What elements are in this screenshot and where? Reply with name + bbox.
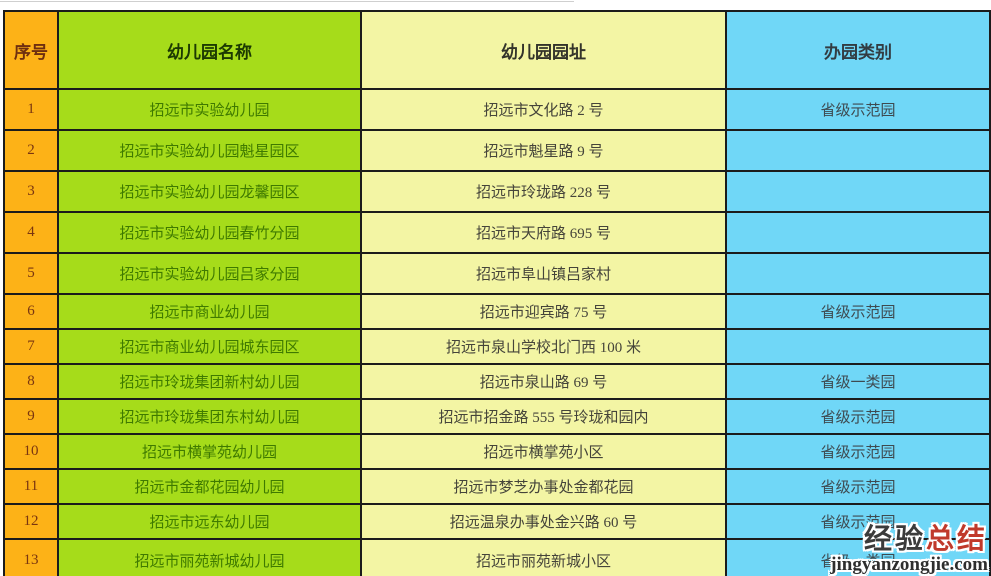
cell-type	[725, 211, 991, 254]
cell-serial: 8	[3, 363, 59, 400]
table-row: 7 招远市商业幼儿园城东园区 招远市泉山学校北门西 100 米	[3, 328, 991, 365]
cell-address: 招远市阜山镇吕家村	[360, 252, 727, 295]
table-row: 2 招远市实验幼儿园魁星园区 招远市魁星路 9 号	[3, 129, 991, 172]
header-type: 办园类别	[725, 10, 991, 90]
cell-type: 省级示范园	[725, 468, 991, 505]
cell-type: 省级示范园	[725, 88, 991, 131]
cell-name: 招远市实验幼儿园	[57, 88, 362, 131]
header-address: 幼儿园园址	[360, 10, 727, 90]
cell-serial: 6	[3, 293, 59, 330]
cell-address: 招远市招金路 555 号玲珑和园内	[360, 398, 727, 435]
cell-address: 招远温泉办事处金兴路 60 号	[360, 503, 727, 540]
kindergarten-table: 序号 幼儿园名称 幼儿园园址 办园类别 1 招远市实验幼儿园 招远市文化路 2 号省…	[3, 10, 991, 576]
cell-name: 招远市玲珑集团新村幼儿园	[57, 363, 362, 400]
cell-name: 招远市实验幼儿园春竹分园	[57, 211, 362, 254]
table-row: 8 招远市玲珑集团新村幼儿园 招远市泉山路 69 号省级一类园	[3, 363, 991, 400]
table-row: 10 招远市横掌苑幼儿园 招远市横掌苑小区 省级示范园	[3, 433, 991, 470]
cell-type: 省级示范园	[725, 293, 991, 330]
cell-address: 招远市泉山路 69 号	[360, 363, 727, 400]
cell-serial: 11	[3, 468, 59, 505]
cell-serial: 2	[3, 129, 59, 172]
cell-address: 招远市魁星路 9 号	[360, 129, 727, 172]
cell-name: 招远市商业幼儿园城东园区	[57, 328, 362, 365]
table-row: 12 招远市远东幼儿园 招远温泉办事处金兴路 60 号省级示范园	[3, 503, 991, 540]
cell-name: 招远市远东幼儿园	[57, 503, 362, 540]
table-row: 6 招远市商业幼儿园 招远市迎宾路 75 号省级示范园	[3, 293, 991, 330]
cell-name: 招远市金都花园幼儿园	[57, 468, 362, 505]
top-hairline	[0, 1, 574, 2]
cell-serial: 10	[3, 433, 59, 470]
table-row: 5 招远市实验幼儿园吕家分园 招远市阜山镇吕家村	[3, 252, 991, 295]
table-header-row: 序号 幼儿园名称 幼儿园园址 办园类别	[3, 10, 991, 90]
header-name: 幼儿园名称	[57, 10, 362, 90]
cell-name: 招远市商业幼儿园	[57, 293, 362, 330]
header-serial: 序号	[3, 10, 59, 90]
cell-serial: 9	[3, 398, 59, 435]
cell-name: 招远市丽苑新城幼儿园	[57, 538, 362, 576]
cell-type: 省级示范园	[725, 503, 991, 540]
cell-address: 招远市玲珑路 228 号	[360, 170, 727, 213]
cell-serial: 3	[3, 170, 59, 213]
cell-type: 省级一类园	[725, 538, 991, 576]
cell-address: 招远市梦芝办事处金都花园	[360, 468, 727, 505]
cell-address: 招远市泉山学校北门西 100 米	[360, 328, 727, 365]
cell-type: 省级示范园	[725, 433, 991, 470]
cell-serial: 12	[3, 503, 59, 540]
table-row: 13 招远市丽苑新城幼儿园 招远市丽苑新城小区 省级一类园	[3, 538, 991, 576]
table-row: 11 招远市金都花园幼儿园 招远市梦芝办事处金都花园 省级示范园	[3, 468, 991, 505]
cell-name: 招远市玲珑集团东村幼儿园	[57, 398, 362, 435]
cell-serial: 7	[3, 328, 59, 365]
cell-serial: 1	[3, 88, 59, 131]
table-body: 1 招远市实验幼儿园 招远市文化路 2 号省级示范园 2 招远市实验幼儿园魁星园区 招远市…	[3, 88, 991, 576]
cell-serial: 13	[3, 538, 59, 576]
table-row: 9 招远市玲珑集团东村幼儿园 招远市招金路 555 号玲珑和园内 省级示范园	[3, 398, 991, 435]
table-row: 3 招远市实验幼儿园龙馨园区 招远市玲珑路 228 号	[3, 170, 991, 213]
cell-type: 省级一类园	[725, 363, 991, 400]
cell-address: 招远市横掌苑小区	[360, 433, 727, 470]
cell-address: 招远市文化路 2 号	[360, 88, 727, 131]
cell-type: 省级示范园	[725, 398, 991, 435]
table-row: 4 招远市实验幼儿园春竹分园 招远市天府路 695 号	[3, 211, 991, 254]
cell-type	[725, 252, 991, 295]
cell-serial: 5	[3, 252, 59, 295]
cell-name: 招远市实验幼儿园吕家分园	[57, 252, 362, 295]
cell-name: 招远市实验幼儿园魁星园区	[57, 129, 362, 172]
cell-address: 招远市天府路 695 号	[360, 211, 727, 254]
cell-type	[725, 170, 991, 213]
cell-address: 招远市丽苑新城小区	[360, 538, 727, 576]
cell-type	[725, 328, 991, 365]
cell-name: 招远市实验幼儿园龙馨园区	[57, 170, 362, 213]
cell-type	[725, 129, 991, 172]
cell-serial: 4	[3, 211, 59, 254]
table-row: 1 招远市实验幼儿园 招远市文化路 2 号省级示范园	[3, 88, 991, 131]
cell-name: 招远市横掌苑幼儿园	[57, 433, 362, 470]
cell-address: 招远市迎宾路 75 号	[360, 293, 727, 330]
